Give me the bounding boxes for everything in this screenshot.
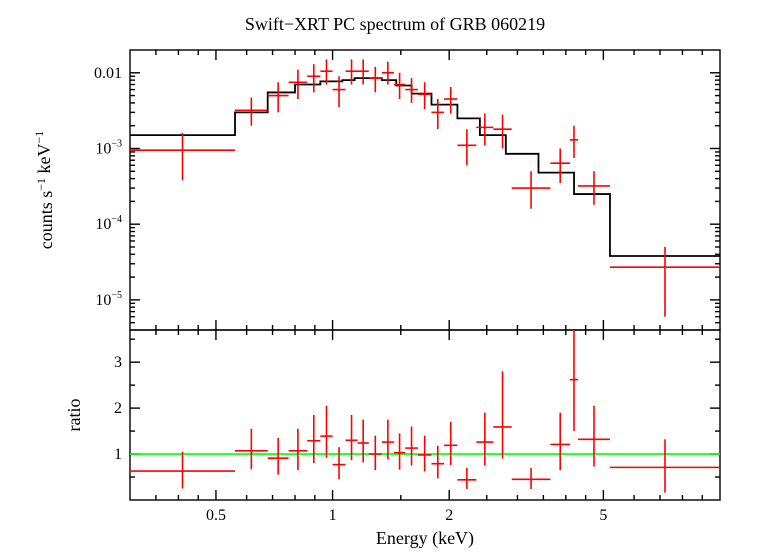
y-axis-label-top: counts s−1 keV−1 [32, 131, 56, 250]
y-tick-label: 10−4 [95, 214, 122, 233]
y-tick-label: 2 [114, 400, 122, 417]
spectrum-chart: Swift−XRT PC spectrum of GRB 060219 0.5 1 2… [0, 0, 758, 556]
bottom-panel-frame [130, 330, 720, 500]
top-panel-content [130, 59, 720, 316]
x-tick-label: 0.5 [206, 507, 226, 524]
x-tick-label: 1 [329, 507, 337, 524]
y-tick-label: 10−3 [95, 138, 122, 157]
x-tick-label: 5 [599, 507, 607, 524]
y-tick-label: 3 [114, 354, 122, 371]
y-tick-label: 1 [114, 446, 122, 463]
x-axis-label: Energy (keV) [376, 528, 474, 549]
chart-title: Swift−XRT PC spectrum of GRB 060219 [245, 14, 545, 34]
y-tick-label: 0.01 [94, 65, 122, 82]
x-tick-label: 2 [445, 507, 453, 524]
y-axis-label-bottom: ratio [64, 399, 84, 432]
bottom-panel-content [130, 312, 720, 493]
y-tick-label: 10−5 [95, 290, 122, 309]
